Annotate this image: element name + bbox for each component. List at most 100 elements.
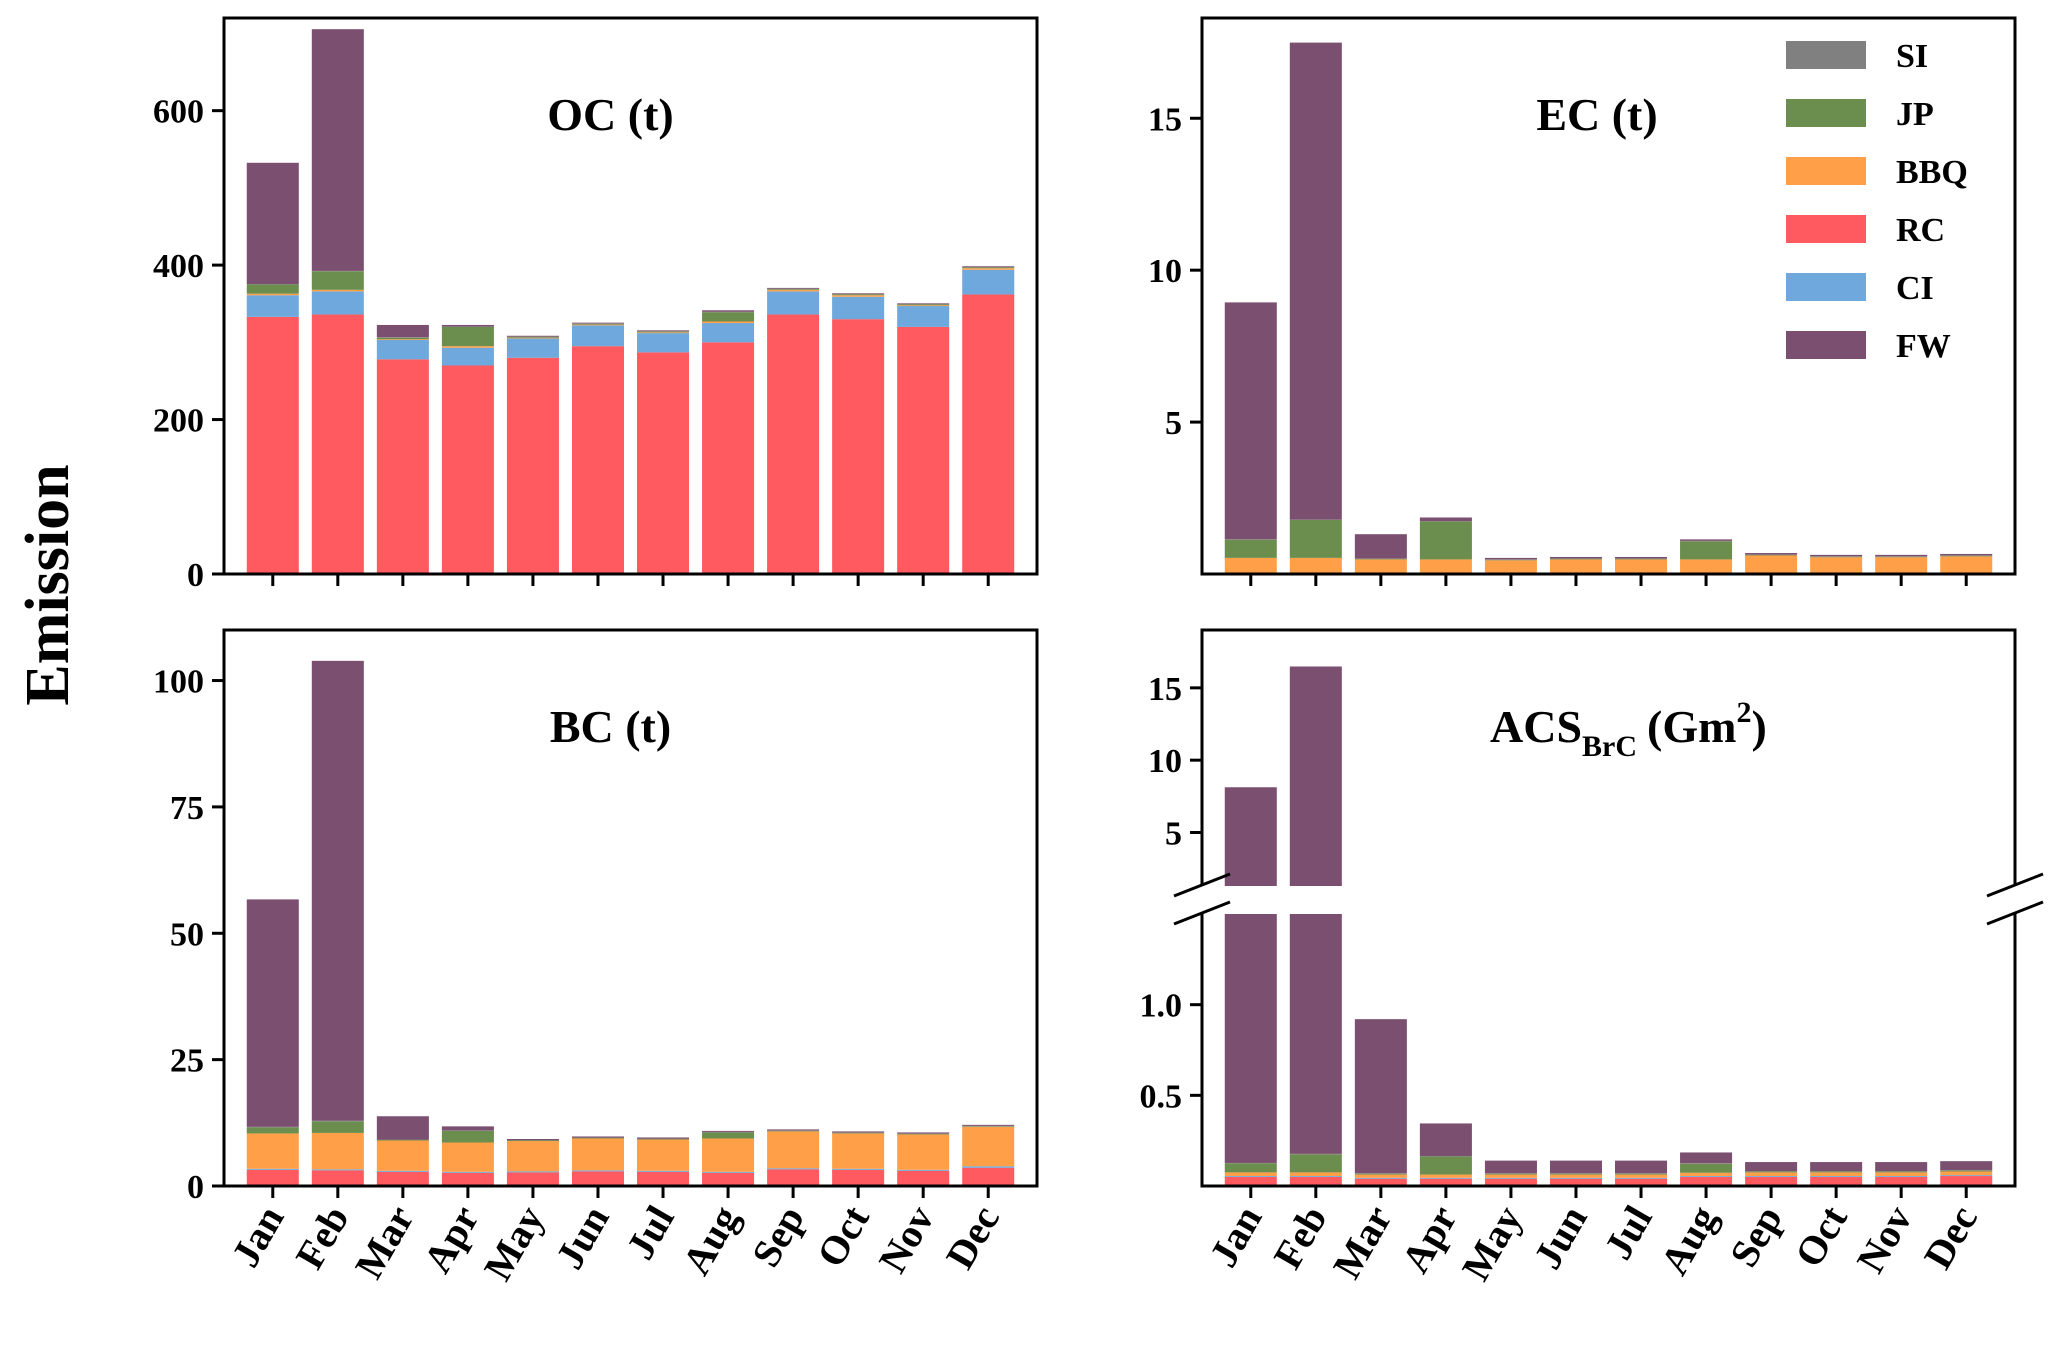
bar-oc-may-bbq [506, 337, 559, 339]
bar-acs-aug-ci [1680, 1176, 1733, 1177]
bar-ec-sep-bbq [1745, 555, 1798, 574]
bar-acs-nov-jp [1875, 1171, 1928, 1173]
bar-bc-sep-si [767, 1130, 820, 1131]
bar-acs-dec-fw [1940, 1161, 1993, 1171]
legend: SI JP BBQ RC CI FW [1786, 38, 1968, 365]
bar-bc-aug-ci [702, 1171, 755, 1173]
bar-acs-apr-bbq [1419, 1174, 1472, 1178]
bar-oc-aug-jp [702, 312, 755, 322]
bar-ec-apr-fw [1419, 517, 1472, 522]
oc-y-tick-label: 0 [187, 557, 204, 594]
bar-bc-nov-fw [897, 1132, 950, 1134]
bar-oc-jun-rc [571, 346, 624, 574]
axes-frame-acs-upper [1200, 628, 2017, 886]
bar-bc-mar-jp [376, 1140, 429, 1141]
bar-ec-mar-fw [1354, 534, 1407, 559]
bar-oc-may-ci [506, 338, 559, 358]
bar-acs-oct-bbq [1810, 1172, 1863, 1177]
ec-y-tick-label: 15 [1148, 101, 1182, 138]
bar-oc-nov-bbq [897, 305, 950, 307]
legend-swatch-ci [1786, 273, 1866, 301]
bar-ec-nov-fw [1875, 554, 1928, 557]
bar-bc-jan-bbq [246, 1133, 299, 1169]
bar-oc-sep-fw [767, 287, 820, 289]
bar-acs-upper-jan-fw [1224, 787, 1277, 886]
bar-oc-sep-rc [767, 314, 820, 574]
bar-ec-jun-fw [1549, 556, 1602, 559]
bar-oc-mar-rc [376, 359, 429, 574]
bar-ec-jan-jp [1224, 539, 1277, 558]
bc-y-tick-label: 0 [187, 1169, 204, 1206]
bar-ec-dec-jp [1940, 555, 1993, 557]
bar-bc-oct-bbq [832, 1133, 885, 1169]
bar-bc-jun-ci [571, 1170, 624, 1172]
legend-label-jp: JP [1896, 96, 1934, 133]
bar-bc-dec-si [962, 1125, 1015, 1127]
bar-acs-nov-bbq [1875, 1172, 1928, 1177]
bar-acs-nov-rc [1875, 1176, 1928, 1186]
legend-swatch-rc [1786, 215, 1866, 243]
bar-acs-jul-fw [1615, 1160, 1668, 1174]
axis-break-mark-left-bottom [1173, 900, 1231, 926]
bar-acs-mar-bbq [1354, 1174, 1407, 1178]
bar-acs-mar-fw [1354, 1019, 1407, 1174]
legend-swatch-si [1786, 41, 1866, 69]
x-tick-label-oct: Oct [808, 1197, 878, 1274]
bar-bc-jan-jp [246, 1127, 299, 1134]
bar-oc-feb-rc [311, 314, 364, 574]
panel-title-ec: EC (t) [1536, 89, 1657, 140]
bar-oc-dec-bbq [962, 268, 1015, 270]
bar-bc-mar-si [376, 1139, 429, 1141]
x-tick-label-aug: Aug [1651, 1198, 1726, 1282]
bar-bc-feb-jp [311, 1121, 364, 1133]
bar-acs-mar-jp [1354, 1173, 1407, 1175]
bar-ec-may-bbq [1484, 560, 1537, 574]
acs-title-unit: (Gm [1647, 701, 1736, 752]
bar-oc-feb-fw [311, 29, 364, 271]
oc-y-tick-label: 400 [153, 248, 204, 285]
bar-acs-mar-rc [1354, 1178, 1407, 1186]
bar-acs-apr-ci [1419, 1177, 1472, 1179]
bar-bc-nov-bbq [897, 1134, 950, 1170]
bar-ec-jul-fw [1615, 556, 1668, 559]
bar-oc-oct-ci [832, 296, 885, 320]
bar-oc-apr-rc [441, 365, 494, 574]
bar-oc-sep-bbq [767, 289, 820, 292]
bar-oc-jun-jp [571, 323, 624, 325]
x-tick-label-nov: Nov [1848, 1198, 1921, 1280]
bar-ec-mar-bbq [1354, 559, 1407, 574]
axes-frame-bc [222, 628, 1039, 1188]
bar-oc-nov-rc [897, 326, 950, 574]
bar-ec-oct-bbq [1810, 557, 1863, 574]
bar-bc-aug-fw [702, 1130, 755, 1132]
bar-bc-jun-jp [571, 1137, 624, 1139]
bar-oc-aug-rc [702, 342, 755, 574]
bar-bc-feb-bbq [311, 1132, 364, 1170]
bar-ec-oct-fw [1810, 554, 1863, 557]
bc-y-tick-label: 100 [153, 664, 204, 701]
bar-acs-jan-bbq [1224, 1172, 1277, 1177]
panel-title-acs: ACSBrC (Gm2) [1490, 696, 1767, 763]
bar-acs-jan-fw [1224, 914, 1277, 1163]
bar-acs-jul-jp [1615, 1173, 1668, 1175]
bar-ec-may-fw [1484, 557, 1537, 560]
bar-ec-jul-jp [1615, 558, 1668, 560]
legend-swatch-jp [1786, 99, 1866, 127]
bar-acs-jun-jp [1549, 1173, 1602, 1175]
x-tick-label-jul: Jul [1595, 1198, 1661, 1267]
bar-bc-nov-ci [897, 1169, 950, 1171]
bar-oc-jun-ci [571, 325, 624, 347]
bar-acs-jun-ci [1549, 1177, 1602, 1179]
x-tick-label-aug: Aug [673, 1198, 748, 1282]
bar-ec-dec-bbq [1940, 556, 1993, 574]
bar-bc-jul-jp [637, 1138, 690, 1140]
bar-acs-aug-rc [1680, 1176, 1733, 1186]
bar-oc-jul-rc [637, 352, 690, 574]
bar-acs-aug-fw [1680, 1152, 1733, 1164]
legend-label-rc: RC [1896, 212, 1945, 249]
bar-acs-dec-jp [1940, 1170, 1993, 1172]
bar-bc-may-rc [506, 1172, 559, 1186]
bar-oc-jul-bbq [637, 332, 690, 334]
x-tick-label-mar: Mar [346, 1198, 423, 1286]
bar-bc-feb-fw [311, 660, 364, 1121]
